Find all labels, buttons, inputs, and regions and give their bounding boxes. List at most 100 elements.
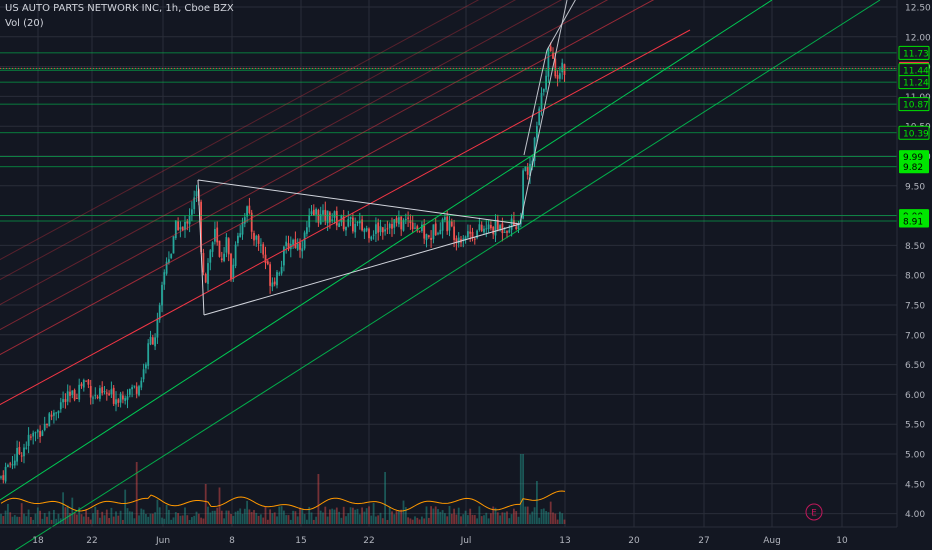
time-tick-label: Jun — [155, 536, 170, 546]
candle — [165, 257, 168, 276]
volume-bar — [82, 516, 85, 524]
volume-bar — [271, 513, 274, 524]
volume-bar — [524, 506, 527, 524]
candle — [32, 430, 35, 445]
volume-bar — [519, 454, 522, 524]
candle — [322, 204, 324, 223]
candle — [559, 66, 561, 82]
volume-bar — [227, 510, 230, 524]
volume-bar — [315, 516, 317, 524]
volume-bar — [416, 517, 419, 524]
time-axis[interactable]: 18 22 Jun 8 15 22 Jul 13 20 27 Aug 10 — [32, 536, 848, 546]
price-badge-label: 9.82 — [903, 163, 923, 173]
volume-bar — [508, 518, 511, 524]
candle — [135, 382, 138, 399]
candle — [13, 454, 16, 469]
volume-bar — [370, 515, 373, 524]
candle — [437, 231, 439, 236]
candle — [94, 387, 97, 400]
candle — [271, 277, 274, 292]
candle — [46, 423, 48, 429]
candle — [105, 389, 108, 401]
volume-bar — [501, 512, 504, 524]
candle — [241, 217, 244, 240]
price-badge-label: 9.99 — [903, 153, 923, 163]
volume-bar — [363, 511, 366, 524]
volume-bar — [262, 517, 265, 524]
volume-bar — [188, 519, 191, 524]
candle — [423, 219, 426, 245]
candle — [292, 238, 294, 249]
green-channel-upper — [0, 0, 773, 501]
candle — [473, 237, 476, 245]
volume-bar — [345, 516, 347, 524]
candle — [494, 214, 497, 242]
volume-bar — [388, 507, 391, 524]
time-tick-label: 13 — [559, 536, 570, 546]
volume-bar — [375, 516, 377, 524]
volume-bar — [145, 513, 147, 524]
volume-bar — [476, 518, 478, 524]
volume-bar — [377, 515, 380, 524]
volume-bar — [294, 511, 297, 524]
volume-bar — [549, 501, 552, 524]
volume-bar — [140, 508, 143, 524]
volume-bar — [365, 508, 368, 524]
price-badges: 11.7311.4711.4411.2410.8710.399.999.829.… — [898, 45, 930, 228]
volume-bar — [292, 510, 294, 524]
volume-bar — [64, 507, 67, 524]
earnings-marker[interactable]: E — [805, 503, 823, 521]
volume-bar — [427, 517, 430, 524]
volume-bar — [289, 519, 292, 524]
candle — [285, 235, 288, 254]
volume-bar — [280, 506, 283, 524]
candle — [248, 197, 251, 215]
volume-bar — [147, 516, 150, 524]
candle — [4, 462, 7, 484]
candle — [128, 388, 131, 398]
volume-bar — [69, 512, 71, 524]
volume-bar — [407, 517, 409, 524]
time-tick-label: 22 — [86, 536, 97, 546]
candle — [59, 397, 62, 413]
candle — [483, 225, 485, 235]
volume-bar — [547, 512, 550, 524]
trend-drawings — [0, 0, 881, 550]
time-tick-label: 15 — [295, 536, 306, 546]
volume-bar — [379, 512, 382, 524]
candle — [457, 232, 460, 248]
volume-bar — [234, 511, 237, 524]
volume-bar — [25, 516, 28, 524]
volume-bar — [11, 516, 14, 524]
volume-bar — [266, 519, 269, 524]
candle — [496, 214, 499, 232]
candle — [82, 378, 85, 392]
candle — [253, 230, 255, 246]
volume-bar — [73, 512, 76, 524]
candle — [303, 230, 306, 251]
volume-bar — [285, 515, 288, 524]
triangle-left-line — [197, 179, 205, 316]
volume-bar — [404, 507, 407, 524]
candle — [69, 385, 71, 403]
volume-bar — [402, 500, 405, 524]
volume-indicator-label[interactable]: Vol (20) — [5, 18, 44, 29]
candle — [64, 393, 67, 409]
volume-bar — [191, 517, 193, 524]
volume-bar — [53, 509, 55, 524]
candle — [140, 377, 143, 391]
candle — [381, 226, 384, 240]
candle — [126, 389, 129, 409]
volume-bar — [168, 509, 170, 524]
candle — [402, 218, 405, 232]
volume-bar — [496, 512, 499, 524]
volume-bar — [335, 507, 338, 524]
candle — [538, 106, 541, 126]
candle — [418, 230, 421, 233]
volume-bar — [434, 506, 437, 524]
candle — [174, 220, 177, 240]
volume-bar — [425, 506, 428, 524]
volume-moving-average — [0, 490, 566, 512]
volume-bar — [368, 506, 370, 524]
